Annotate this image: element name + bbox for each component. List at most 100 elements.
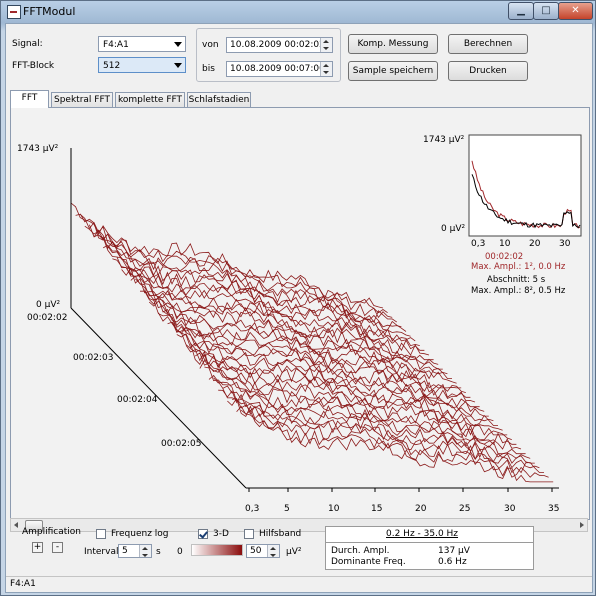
inset-tick-label: 30 [559, 239, 571, 249]
frequency-tick-labels: 0,3 5 10 15 20 25 30 35 [245, 488, 559, 514]
spectrum-line [185, 345, 498, 426]
tab-komplette-fft[interactable]: komplette FFT [115, 92, 185, 107]
from-datetime-picker[interactable]: 10.08.2009 00:02:02 [226, 37, 333, 53]
signal-select[interactable]: F4:A1 [98, 36, 186, 52]
fft-block-select[interactable]: 512 [98, 57, 186, 73]
window-title: FFTModul [23, 5, 76, 18]
tab-schlafstadien[interactable]: Schlafstadien [187, 92, 251, 107]
spectrum-line [176, 333, 489, 417]
dominante-freq-label: Dominante Freq. [331, 557, 406, 567]
to-datetime-value: 10.08.2009 00:07:00 [230, 64, 325, 74]
time-tick-label: 00:02:02 [27, 313, 67, 323]
inset-chart: 1743 µV² 0 µV² 0,3 10 20 30 00:02:02 Max. A… [423, 134, 582, 296]
x-tick-label: 30 [504, 504, 516, 514]
inset-black-series [471, 174, 581, 229]
spectrum-line [181, 332, 494, 422]
spectrum-line [236, 405, 549, 478]
x-tick-label: 10 [328, 504, 340, 514]
amplification-plus-button[interactable]: + [32, 542, 43, 553]
fft-chart-panel: 1743 µV² 0 µV² 00:02:02 00:02:03 00:02:04 0… [10, 107, 590, 520]
app-icon [7, 5, 21, 19]
scroll-left-icon[interactable] [14, 522, 18, 528]
spectrum-line [199, 359, 512, 441]
spectrum-line [240, 409, 554, 483]
frequenz-log-label: Frequenz log [111, 529, 169, 539]
scroll-right-icon[interactable] [580, 522, 584, 528]
spectrum-line [130, 275, 443, 370]
inset-frame [468, 134, 582, 237]
x-tick-label: 0,3 [245, 504, 259, 514]
spectrum-line [204, 366, 517, 445]
inset-tick-labels: 0,3 10 20 30 [471, 239, 571, 249]
inset-top-label: 1743 µV² [423, 135, 465, 145]
spectrum-line [70, 202, 384, 309]
info-box: 0.2 Hz - 35.0 Hz Durch. Ampl. 137 µV Dom… [325, 526, 534, 570]
waterfall-lines [70, 202, 554, 483]
spectrum-line [162, 310, 476, 403]
spectrum-line [167, 321, 480, 408]
x-tick-label: 25 [459, 504, 470, 514]
scroll-thumb[interactable] [25, 520, 43, 532]
intervall-label: Intervall [84, 547, 121, 557]
frequenz-log-checkbox[interactable] [96, 529, 106, 539]
tab-spektral-fft[interactable]: Spektral FFT [51, 92, 113, 107]
status-text: F4:A1 [10, 579, 36, 589]
scale-max-value: 50 [250, 546, 262, 556]
tab-fft[interactable]: FFT [10, 90, 49, 108]
inset-tick-label: 10 [499, 239, 511, 249]
close-button[interactable]: ✕ [558, 2, 593, 20]
scale-max-stepper[interactable]: 50 [246, 544, 280, 558]
intervall-stepper[interactable]: 5 [118, 544, 152, 558]
fft-block-label: FFT-Block [12, 61, 55, 71]
amplification-minus-button[interactable]: - [52, 542, 63, 553]
three-d-checkbox[interactable] [198, 529, 208, 539]
z-axis-top-label: 1743 µV² [17, 144, 59, 154]
x-tick-label: 5 [284, 504, 290, 514]
from-datetime-value: 10.08.2009 00:02:02 [230, 40, 325, 50]
inset-bottom-label: 0 µV² [441, 224, 465, 234]
inset-max-ampl-red: Max. Ampl.: 1², 0.0 Hz [471, 262, 566, 272]
intervall-unit: s [156, 547, 161, 557]
komp-messung-button[interactable]: Komp. Messung [348, 34, 438, 54]
time-tick-label: 00:02:03 [73, 353, 113, 363]
spectrum-line [89, 224, 402, 328]
minimize-button[interactable]: ▁ [508, 2, 534, 20]
x-tick-label: 15 [371, 504, 382, 514]
sample-speichern-button[interactable]: Sample speichern [348, 61, 438, 81]
time-axis [70, 307, 247, 489]
hilfsband-checkbox[interactable] [244, 529, 254, 539]
durch-ampl-label: Durch. Ampl. [331, 546, 390, 556]
spectrum-line [126, 267, 439, 365]
fft-block-select-value: 512 [103, 61, 121, 71]
spectrum-line [116, 256, 430, 356]
date-range-group: von 10.08.2009 00:02:02 bis 10.08.2009 0… [196, 28, 341, 82]
scale-min-label: 0 [177, 547, 183, 557]
spin-icon[interactable] [139, 545, 151, 557]
status-bar: F4:A1 [6, 576, 592, 592]
berechnen-button[interactable]: Berechnen [448, 34, 528, 54]
spectrum-line [208, 374, 522, 450]
spectrum-line [79, 213, 393, 319]
x-tick-label: 20 [415, 504, 427, 514]
maximize-button[interactable]: □ [533, 2, 559, 20]
to-label: bis [202, 64, 215, 74]
intervall-value: 5 [122, 546, 128, 556]
inset-abschnitt: Abschnitt: 5 s [487, 275, 546, 285]
spin-icon[interactable] [320, 62, 332, 76]
dominante-freq-value: 0.6 Hz [438, 557, 467, 567]
client-area: Signal: F4:A1 FFT-Block 512 von 10.08.20… [5, 23, 593, 593]
to-datetime-picker[interactable]: 10.08.2009 00:07:00 [226, 61, 333, 77]
spectrum-line [144, 289, 457, 384]
spin-icon[interactable] [267, 545, 279, 557]
drucken-button[interactable]: Drucken [448, 61, 528, 81]
time-tick-label: 00:02:05 [161, 439, 201, 449]
fft-3d-chart: 1743 µV² 0 µV² 00:02:0200:02:0300:02:040… [17, 134, 582, 514]
three-d-label: 3-D [213, 529, 229, 539]
inset-tick-label: 20 [529, 239, 541, 249]
signal-label: Signal: [12, 39, 43, 49]
spectrum-line [222, 388, 535, 464]
from-label: von [202, 40, 219, 50]
z-axis-bottom-label: 0 µV² [36, 300, 60, 310]
spin-icon[interactable] [320, 38, 332, 52]
scale-unit: µV² [286, 547, 302, 557]
